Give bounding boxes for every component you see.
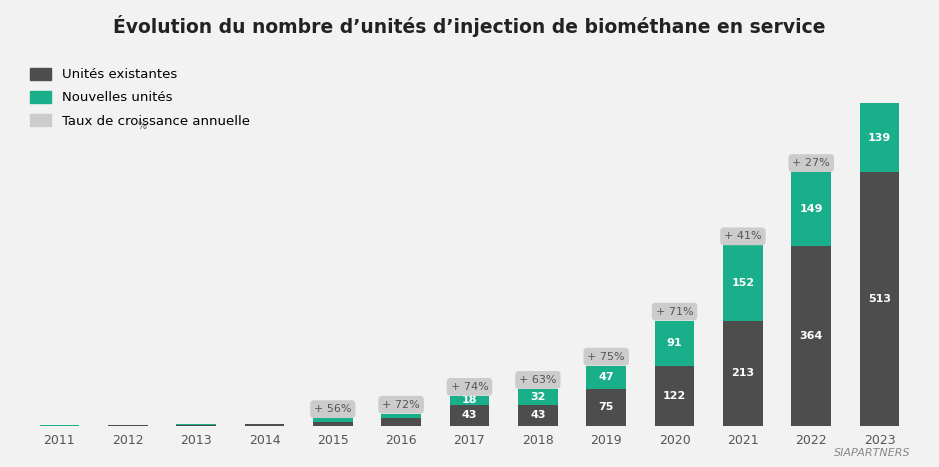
Text: 364: 364 [799,331,823,341]
Bar [723,320,762,426]
Text: 75: 75 [598,403,614,412]
Bar [860,103,900,172]
Text: 32: 32 [531,392,546,402]
Text: SIAPARTNERS: SIAPARTNERS [834,448,911,458]
Text: 47: 47 [598,372,614,382]
Text: + 72%: + 72% [382,400,420,410]
Legend: Unités existantes, Nouvelles unités, Taux de croissance annuelle: Unités existantes, Nouvelles unités, Tau… [26,64,254,132]
Text: 43: 43 [531,410,546,420]
Text: + 56%: + 56% [314,404,351,414]
Bar [177,424,216,425]
Bar [39,425,79,426]
Text: + 74%: + 74% [451,382,488,392]
Bar [860,172,900,426]
Text: 152: 152 [731,278,754,288]
Bar [723,245,762,320]
Bar [108,425,147,426]
Text: + 27%: + 27% [793,158,830,168]
Bar [450,396,489,405]
Bar [245,424,285,426]
Bar [313,422,353,426]
Bar [518,389,558,405]
Text: 122: 122 [663,391,686,401]
Text: 213: 213 [731,368,754,378]
Text: + 71%: + 71% [655,307,693,317]
Title: Évolution du nombre d’unités d’injection de biométhane en service: Évolution du nombre d’unités d’injection… [114,15,825,37]
Bar [792,172,831,246]
Text: 513: 513 [868,294,891,304]
Bar [518,405,558,426]
Text: 43: 43 [462,410,477,420]
Bar [177,425,216,426]
Bar [792,246,831,426]
Text: + 75%: + 75% [588,352,625,361]
Bar [654,366,694,426]
Text: + 63%: + 63% [519,375,557,385]
Bar [654,320,694,366]
Text: 149: 149 [799,204,823,214]
Text: 139: 139 [868,133,891,142]
Text: + 41%: + 41% [724,231,762,241]
Bar [381,418,421,426]
Text: 18: 18 [462,395,477,405]
Bar [313,418,353,422]
Text: 91: 91 [667,338,683,348]
Text: %: % [137,121,146,131]
Bar [381,414,421,418]
Bar [450,405,489,426]
Bar [586,366,626,389]
Bar [586,389,626,426]
